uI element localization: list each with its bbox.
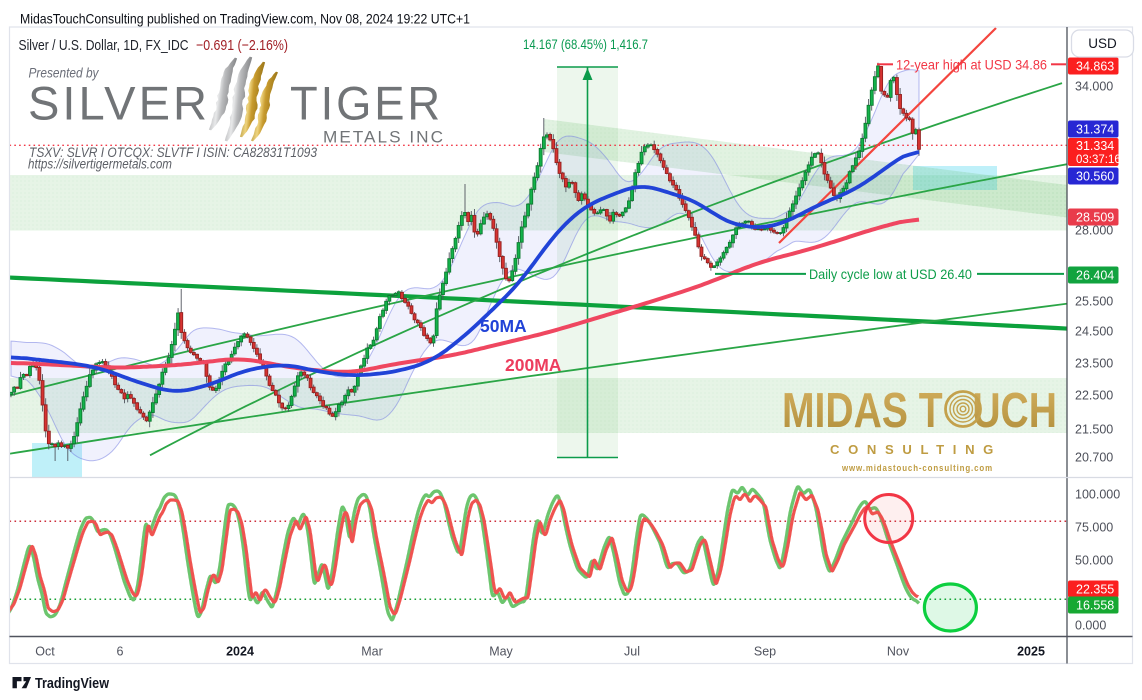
svg-text:Oct: Oct: [35, 645, 55, 659]
svg-text:31.374: 31.374: [1076, 123, 1114, 137]
svg-text:50MA: 50MA: [480, 316, 527, 336]
svg-text:Presented by: Presented by: [29, 66, 100, 81]
svg-text:50.000: 50.000: [1075, 554, 1113, 568]
svg-text:MidasTouchConsulting published: MidasTouchConsulting published on Tradin…: [20, 11, 470, 27]
svg-text:21.500: 21.500: [1075, 423, 1113, 437]
svg-text:14.167 (68.45%) 1,416.7: 14.167 (68.45%) 1,416.7: [523, 37, 648, 52]
svg-text:SILVER: SILVER: [28, 77, 210, 130]
svg-text:12-year high at USD 34.86: 12-year high at USD 34.86: [896, 57, 1047, 73]
svg-text:−0.691 (−2.16%): −0.691 (−2.16%): [196, 37, 288, 54]
svg-text:Sep: Sep: [754, 645, 776, 659]
svg-text:34.000: 34.000: [1075, 80, 1113, 94]
svg-text:TSXV: SLVR I OTCQX: SLVTF I: TSXV: SLVR I OTCQX: SLVTF I ISIN: CA8283…: [29, 144, 317, 160]
svg-text:Silver / U.S. Dollar, 1D, FX_I: Silver / U.S. Dollar, 1D, FX_IDC: [19, 37, 189, 54]
svg-text:75.000: 75.000: [1075, 521, 1113, 535]
svg-text:28.000: 28.000: [1075, 224, 1113, 238]
svg-text:METALS INC: METALS INC: [323, 128, 445, 147]
svg-text:2024: 2024: [226, 645, 254, 659]
svg-text:22.500: 22.500: [1075, 389, 1113, 403]
svg-text:24.500: 24.500: [1075, 325, 1113, 339]
svg-text:Mar: Mar: [361, 645, 383, 659]
svg-text:0.000: 0.000: [1075, 619, 1106, 633]
svg-text:2025: 2025: [1017, 645, 1045, 659]
svg-text:May: May: [489, 645, 513, 659]
svg-text:Jul: Jul: [624, 645, 640, 659]
svg-text:6: 6: [117, 645, 124, 659]
svg-text:USD: USD: [1088, 36, 1117, 51]
svg-text:https://silvertigermetals.com: https://silvertigermetals.com: [28, 157, 172, 172]
svg-text:22.355: 22.355: [1076, 583, 1114, 597]
svg-text:www.midastouch-consulting.com: www.midastouch-consulting.com: [841, 463, 993, 473]
svg-text:25.500: 25.500: [1075, 295, 1113, 309]
svg-text:16.558: 16.558: [1076, 599, 1114, 613]
svg-text:100.000: 100.000: [1075, 488, 1120, 502]
svg-text:MIDAS TOUCH: MIDAS TOUCH: [782, 384, 1057, 438]
svg-text:Daily cycle low at USD 26.40: Daily cycle low at USD 26.40: [809, 266, 972, 282]
svg-text:26.404: 26.404: [1076, 269, 1114, 283]
svg-text:20.700: 20.700: [1075, 451, 1113, 465]
svg-text:28.509: 28.509: [1076, 211, 1114, 225]
svg-text:TradingView: TradingView: [35, 676, 110, 692]
svg-text:200MA: 200MA: [505, 355, 562, 375]
svg-text:23.500: 23.500: [1075, 357, 1113, 371]
svg-text:TIGER: TIGER: [290, 77, 443, 130]
svg-text:30.560: 30.560: [1076, 170, 1114, 184]
svg-text:31.334: 31.334: [1076, 139, 1114, 153]
svg-text:03:37:16: 03:37:16: [1076, 154, 1121, 166]
svg-text:34.863: 34.863: [1076, 60, 1114, 74]
svg-text:Nov: Nov: [887, 645, 910, 659]
svg-text:CONSULTING: CONSULTING: [830, 442, 1002, 457]
